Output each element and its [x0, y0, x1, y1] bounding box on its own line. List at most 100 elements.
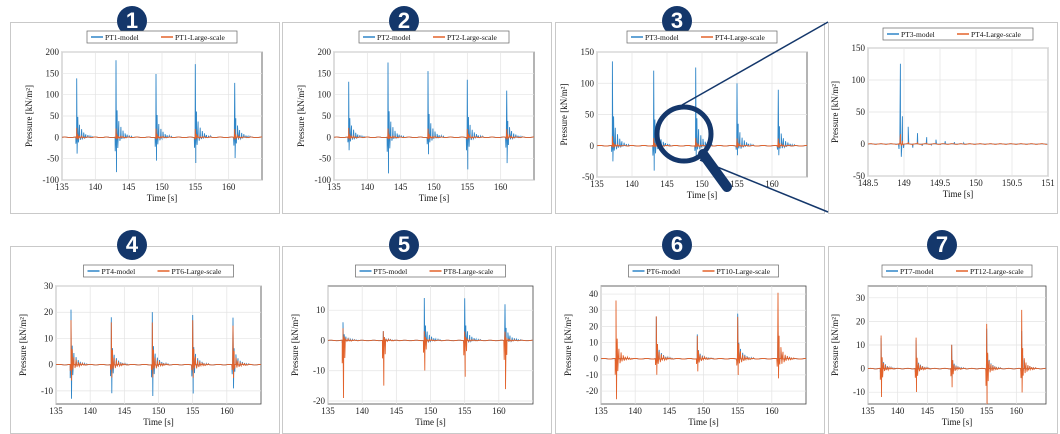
x-tick-label: 140 [89, 182, 103, 192]
chart-panel-6: 6 135 140 145 150 155 160 -20 -10 0 10 20 30 40 PT6-m… [555, 218, 825, 434]
series-line-large-scale [62, 127, 262, 140]
legend-label: PT4-Large-scale [715, 33, 766, 42]
y-tick-label: -50 [47, 154, 59, 164]
y-tick-label: 50 [322, 111, 332, 121]
chart-panel-1: 1 135 140 145 150 155 160 -100 -50 0 50 100 150 200 P… [10, 0, 280, 215]
legend-label: PT12-Large-scale [970, 267, 1024, 276]
y-tick-label: -10 [313, 366, 325, 376]
y-tick-label: 200 [46, 47, 60, 57]
x-tick-label: 160 [1010, 406, 1024, 416]
y-axis-label: Pressure [kN/m²] [24, 85, 34, 147]
x-tick-label: 160 [492, 406, 506, 416]
y-tick-label: 100 [581, 78, 595, 88]
x-tick-label: 150 [969, 178, 983, 188]
x-axis-label: Time [s] [415, 417, 445, 427]
badge-7: 7 [927, 230, 957, 260]
legend-label: PT4-Large-scale [971, 30, 1022, 39]
chart-panel-7: 7 135 140 145 150 155 160 -10 0 10 20 30 PT7-model P… [828, 218, 1060, 434]
x-axis-label: Time [s] [688, 417, 718, 427]
x-tick-label: 155 [980, 406, 994, 416]
x-tick-label: 140 [83, 406, 97, 416]
x-axis-label: Time [s] [143, 417, 173, 427]
legend-label: PT5-model [374, 267, 408, 276]
chart-svg-1: 135 140 145 150 155 160 -100 -50 0 50 100 150 200 PT1… [24, 30, 263, 203]
chart-panel-zoom: 148.5 149 149.5 150 150.5 151 -50 0 50 100 150 PT3-… [828, 0, 1060, 215]
x-axis-label: Time [s] [687, 190, 717, 200]
y-tick-label: 0 [594, 354, 599, 364]
legend: PT5-model PT8-Large-scale [355, 264, 506, 278]
x-tick-label: 145 [122, 182, 136, 192]
y-tick-label: 150 [852, 43, 866, 53]
x-tick-label: 140 [361, 182, 375, 192]
y-tick-label: 20 [589, 321, 599, 331]
y-tick-label: 50 [585, 110, 595, 120]
legend: PT7-model PT12-Large-scale [881, 264, 1033, 278]
chart-panel-5: 5 135 140 145 150 155 160 -20 -10 0 10 PT5-model PT… [282, 218, 552, 434]
y-tick-label: 0 [55, 132, 60, 142]
chart-svg-4: 135 140 145 150 155 160 -10 0 10 20 30 PT4-model PT6… [18, 264, 262, 427]
chart-svg-zoom: 148.5 149 149.5 150 150.5 151 -50 0 50 100 150 PT3-… [830, 27, 1055, 199]
x-tick-label: 140 [355, 406, 369, 416]
x-tick-label: 135 [594, 406, 608, 416]
y-axis-label: Pressure [kN/m²] [559, 84, 569, 146]
x-tick-label: 150 [950, 406, 964, 416]
legend-label: PT7-model [900, 267, 934, 276]
x-tick-label: 149 [897, 178, 911, 188]
legend: PT1-model PT1-Large-scale [86, 30, 238, 44]
y-tick-label: -10 [41, 386, 53, 396]
y-tick-label: 150 [46, 68, 60, 78]
legend-label: PT6-model [647, 267, 681, 276]
chart-svg-6: 135 140 145 150 155 160 -20 -10 0 10 20 30 40 PT6-mod… [563, 264, 807, 427]
legend-label: PT2-Large-scale [447, 33, 498, 42]
y-axis-label: Pressure [kN/m²] [290, 314, 300, 376]
y-tick-label: -100 [43, 175, 60, 185]
legend: PT3-model PT4-Large-scale [882, 27, 1034, 41]
y-tick-label: -100 [315, 175, 332, 185]
y-tick-label: 20 [856, 316, 866, 326]
x-tick-label: 160 [220, 406, 234, 416]
legend-label: PT1-Large-scale [175, 33, 226, 42]
x-tick-label: 155 [461, 182, 475, 192]
y-tick-label: -20 [313, 396, 325, 406]
legend-label: PT1-model [105, 33, 139, 42]
x-tick-label: 155 [458, 406, 472, 416]
y-tick-label: 30 [856, 293, 866, 303]
y-tick-label: -50 [853, 171, 865, 181]
y-tick-label: 100 [852, 75, 866, 85]
x-tick-label: 150 [427, 182, 441, 192]
series-line-large-scale [328, 328, 533, 399]
x-tick-label: 150 [697, 406, 711, 416]
chart-svg-2: 135 140 145 150 155 160 -100 -50 0 50 100 150 200 PT2… [296, 30, 535, 203]
y-tick-label: 10 [316, 305, 326, 315]
y-tick-label: 150 [581, 47, 595, 57]
y-tick-label: -50 [582, 172, 594, 182]
y-tick-label: 40 [589, 289, 599, 299]
y-tick-label: 150 [318, 68, 332, 78]
x-tick-label: 160 [765, 179, 779, 189]
y-tick-label: 30 [44, 281, 54, 291]
x-tick-label: 150.5 [1002, 178, 1023, 188]
y-tick-label: 100 [46, 90, 60, 100]
x-tick-label: 135 [49, 406, 63, 416]
x-tick-label: 135 [861, 406, 875, 416]
y-tick-label: 0 [590, 141, 595, 151]
x-tick-label: 135 [321, 406, 335, 416]
x-tick-label: 145 [921, 406, 935, 416]
x-tick-label: 140 [628, 406, 642, 416]
x-tick-label: 140 [891, 406, 905, 416]
y-tick-label: 20 [44, 307, 54, 317]
y-tick-label: -10 [853, 387, 865, 397]
badge-6: 6 [662, 230, 692, 260]
series-line-large-scale [334, 127, 534, 140]
y-tick-label: 0 [49, 360, 54, 370]
y-tick-label: 30 [589, 305, 599, 315]
y-axis-label: Pressure [kN/m²] [830, 314, 840, 376]
legend-label: PT3-model [645, 33, 679, 42]
x-tick-label: 150 [695, 179, 709, 189]
chart-svg-5: 135 140 145 150 155 160 -20 -10 0 10 PT5-model PT8-… [290, 264, 534, 427]
y-axis-label: Pressure [kN/m²] [830, 81, 840, 143]
y-tick-label: 10 [589, 338, 599, 348]
x-axis-label: Time [s] [419, 193, 449, 203]
y-tick-label: 200 [318, 47, 332, 57]
